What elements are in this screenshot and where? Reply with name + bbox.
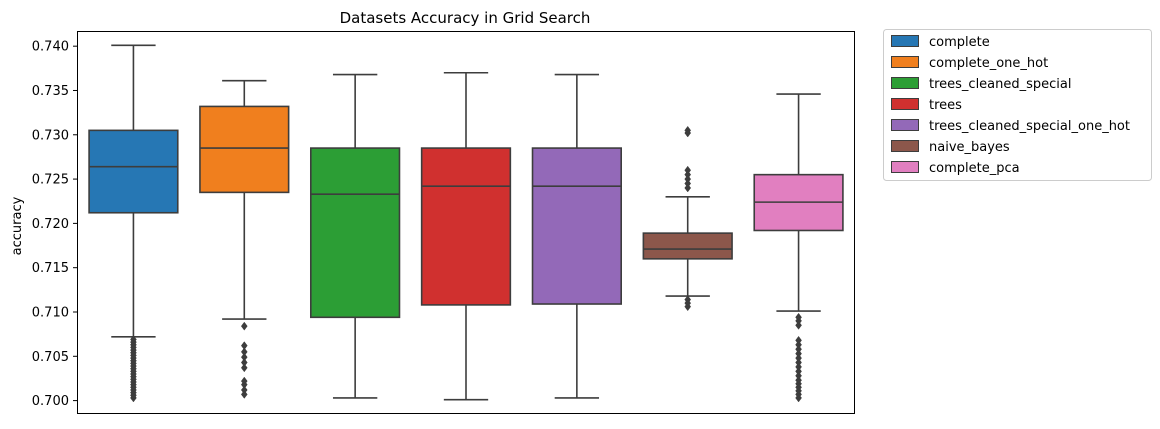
- y-tick-label: 0.725: [32, 173, 69, 188]
- y-tick-label: 0.710: [32, 305, 69, 320]
- outlier-point: [795, 353, 802, 363]
- legend-swatch: [891, 140, 919, 152]
- legend-swatch: [891, 35, 919, 47]
- legend-swatch: [891, 98, 919, 110]
- box-series-complete: [88, 44, 179, 403]
- y-tick-label: 0.735: [32, 84, 69, 99]
- outlier-point: [130, 335, 137, 344]
- outlier-point: [795, 349, 802, 359]
- outlier-point: [240, 376, 248, 386]
- outlier-point: [795, 358, 802, 367]
- legend-swatch: [891, 161, 919, 173]
- outlier-point: [795, 362, 802, 372]
- outlier-point: [684, 174, 692, 184]
- box-iqr: [199, 105, 290, 194]
- legend-swatch: [891, 119, 919, 131]
- outlier-point: [684, 125, 692, 135]
- outlier-point: [684, 170, 692, 180]
- y-axis: 0.700 0.705 0.710 0.715 0.720 0.725 0.730 0.735…: [32, 40, 78, 409]
- outlier-point: [684, 179, 692, 188]
- chart-title: Datasets Accuracy in Grid Search: [340, 9, 591, 27]
- outlier-point: [240, 347, 248, 357]
- outlier-point: [240, 341, 248, 351]
- outlier-point: [795, 344, 802, 354]
- legend-label: complete_one_hot: [929, 56, 1048, 71]
- legend-label: complete_pca: [929, 161, 1020, 176]
- box-iqr: [531, 147, 622, 305]
- outlier-point: [240, 363, 248, 373]
- box-series-complete-pca: [753, 93, 844, 403]
- box-iqr: [88, 129, 179, 214]
- y-axis-label: accuracy: [10, 196, 25, 255]
- box-series-naive-bayes: [642, 125, 733, 312]
- y-tick-label: 0.700: [32, 394, 69, 409]
- y-tick-label: 0.740: [32, 40, 69, 55]
- legend-label: trees: [929, 98, 962, 113]
- outlier-point: [795, 371, 802, 381]
- outlier-point: [795, 366, 802, 376]
- y-tick-label: 0.720: [32, 217, 69, 232]
- box-series-trees-cleaned-special-one-hot: [531, 73, 622, 399]
- outlier-point: [240, 389, 248, 399]
- y-tick-label: 0.715: [32, 261, 69, 276]
- box-iqr: [309, 147, 401, 319]
- box-series-trees-cleaned-special: [309, 73, 401, 399]
- box-iqr: [420, 147, 512, 306]
- legend: complete complete_one_hot trees_cleaned_sp…: [883, 29, 1152, 181]
- outlier-point: [240, 358, 248, 367]
- legend-swatch: [891, 77, 919, 89]
- outlier-point: [240, 321, 248, 331]
- legend-swatch: [891, 56, 919, 68]
- y-tick-label: 0.705: [32, 350, 69, 365]
- outlier-point: [795, 375, 802, 385]
- y-tick-label: 0.730: [32, 128, 69, 143]
- plot-frame: [77, 31, 855, 414]
- outlier-point: [684, 165, 692, 175]
- outlier-point: [240, 385, 248, 395]
- legend-label: complete: [929, 35, 990, 50]
- outlier-point: [795, 340, 802, 350]
- box-series-trees: [420, 71, 512, 401]
- legend-label: trees_cleaned_special: [929, 77, 1072, 92]
- box-series-complete-one-hot: [199, 79, 290, 399]
- outlier-point: [684, 183, 692, 193]
- legend-label: trees_cleaned_special_one_hot: [929, 119, 1130, 134]
- box-series-group: [88, 44, 844, 403]
- outlier-point: [684, 295, 692, 305]
- box-iqr: [642, 232, 733, 260]
- outlier-point: [795, 320, 802, 330]
- legend-frame: [883, 29, 1152, 181]
- outlier-point: [795, 335, 802, 345]
- legend-label: naive_bayes: [929, 140, 1010, 155]
- outlier-point: [240, 352, 248, 362]
- outlier-point: [795, 312, 802, 322]
